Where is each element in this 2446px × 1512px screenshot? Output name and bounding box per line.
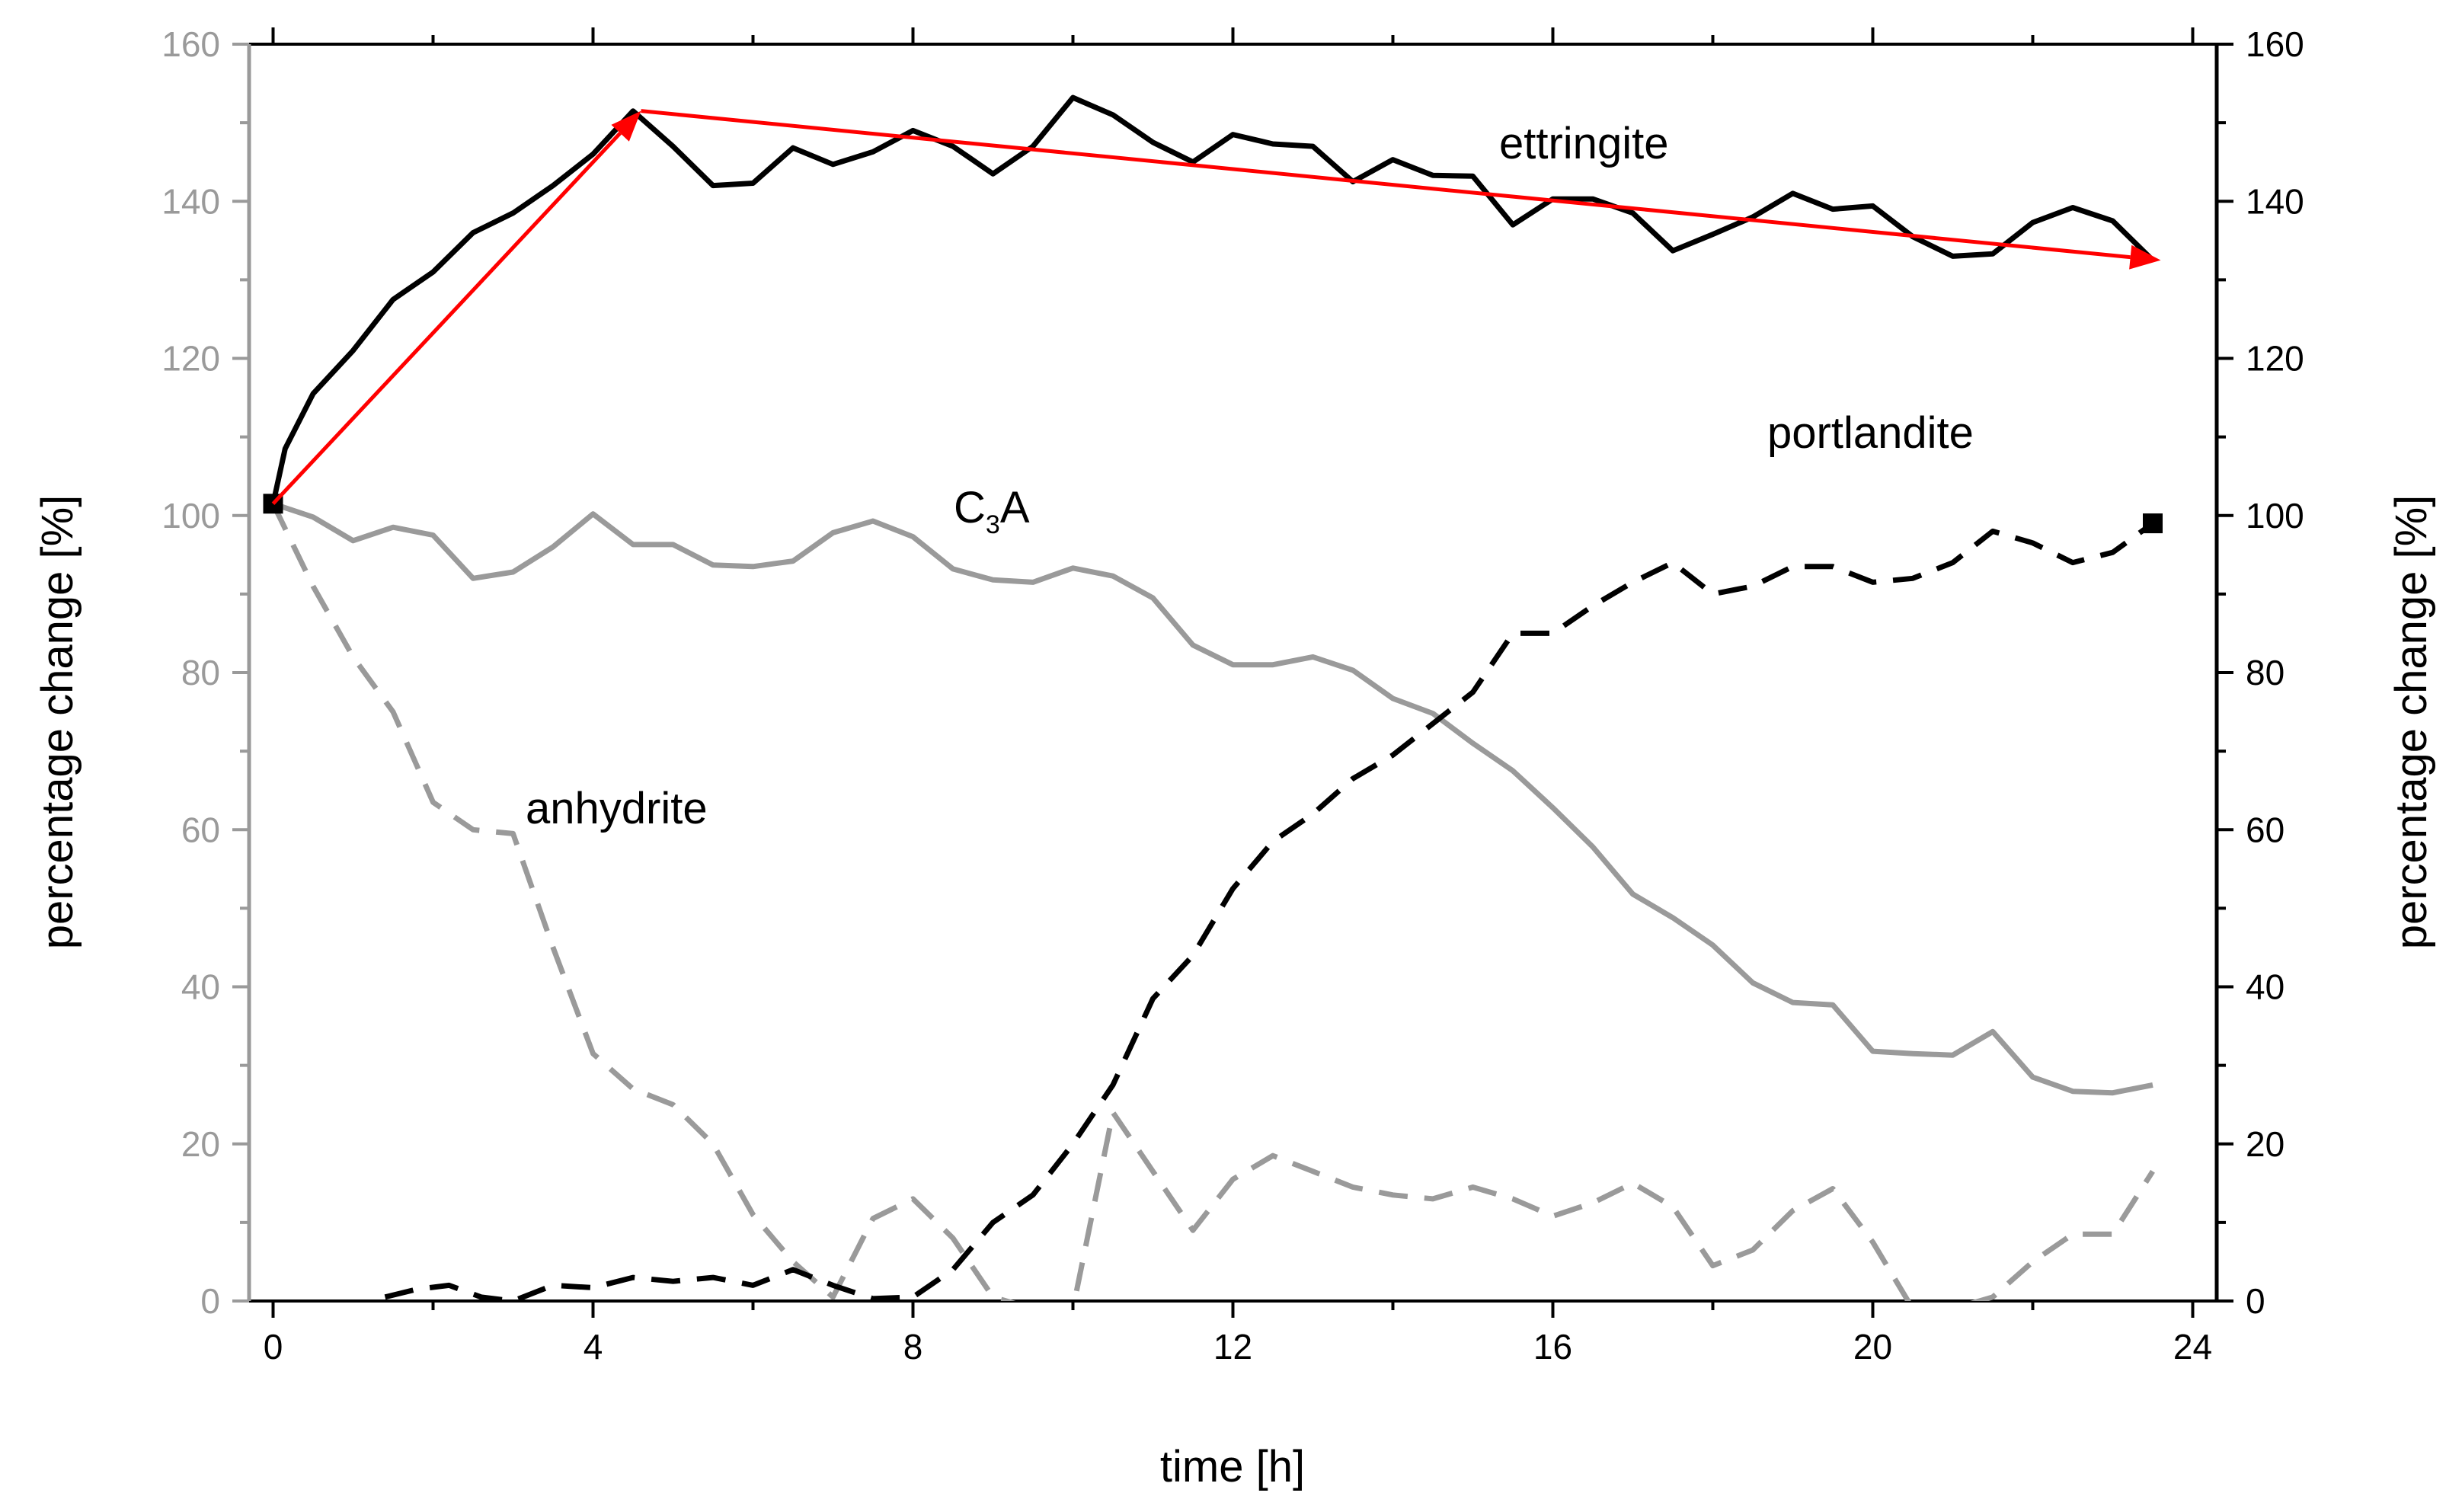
y-right-tick-label: 100 xyxy=(2246,496,2304,535)
y-right-tick-label: 20 xyxy=(2246,1124,2285,1164)
y-right-tick-label: 40 xyxy=(2246,967,2285,1007)
y-right-tick-label: 160 xyxy=(2246,24,2304,64)
y-left-tick-label: 160 xyxy=(161,24,220,64)
c3a-label-subscript: 3 xyxy=(986,510,1000,539)
c3a-label-tail: A xyxy=(1000,483,1030,532)
trend-arrow-1-shaft xyxy=(271,132,622,505)
x-tick-label: 0 xyxy=(264,1327,283,1367)
portlandite-line xyxy=(384,521,2155,1301)
x-tick-label: 12 xyxy=(1213,1327,1252,1367)
y-left-tick-label: 80 xyxy=(181,653,220,692)
trend-arrow-2-shaft xyxy=(641,109,2131,260)
y-right-tick-label: 80 xyxy=(2246,653,2285,692)
portlandite-label: portlandite xyxy=(1767,408,1974,458)
portlandite-end-marker xyxy=(2143,513,2163,534)
y-left-tick-label: 60 xyxy=(181,810,220,849)
x-tick-label: 4 xyxy=(584,1327,603,1367)
x-axis-title: time [h] xyxy=(1160,1442,1305,1491)
y-axis-title-left: percentage change [%] xyxy=(33,495,82,950)
series-lines xyxy=(263,94,2163,1301)
c3a-label-main: C xyxy=(954,483,986,532)
c3a-label: C3A xyxy=(954,483,1030,539)
axis-ticks: 0 4 8 12 16 20 24 0 20 40 60 80 100 120 140 160 0 20 40 60 8… xyxy=(161,24,2304,1367)
anhydrite-label: anhydrite xyxy=(526,784,708,833)
y-left-tick-label: 120 xyxy=(161,339,220,379)
anhydrite-line xyxy=(270,502,2155,1301)
ettringite-line xyxy=(270,94,2155,505)
plot-frame xyxy=(247,43,2219,1303)
trend-arrows xyxy=(271,109,2161,505)
trend-arrow-1-head xyxy=(611,110,641,142)
y-right-tick-label: 0 xyxy=(2246,1281,2265,1321)
ettringite-label: ettringite xyxy=(1499,119,1668,168)
y-left-tick-label: 100 xyxy=(161,496,220,535)
trend-arrow-2-head xyxy=(2129,245,2161,270)
y-left-tick-label: 140 xyxy=(161,181,220,221)
y-left-tick-label: 20 xyxy=(181,1124,220,1164)
x-tick-label: 16 xyxy=(1533,1327,1572,1367)
y-right-tick-label: 120 xyxy=(2246,339,2304,379)
x-tick-label: 8 xyxy=(903,1327,923,1367)
y-right-tick-label: 60 xyxy=(2246,810,2285,849)
y-left-tick-label: 0 xyxy=(200,1281,220,1321)
y-left-tick-label: 40 xyxy=(181,967,220,1007)
y-axis-title-right: percentage change [%] xyxy=(2387,495,2436,950)
y-right-tick-label: 140 xyxy=(2246,181,2304,221)
x-tick-label: 24 xyxy=(2173,1327,2212,1367)
x-tick-label: 20 xyxy=(1853,1327,1892,1367)
c3a-line xyxy=(272,500,2153,1096)
